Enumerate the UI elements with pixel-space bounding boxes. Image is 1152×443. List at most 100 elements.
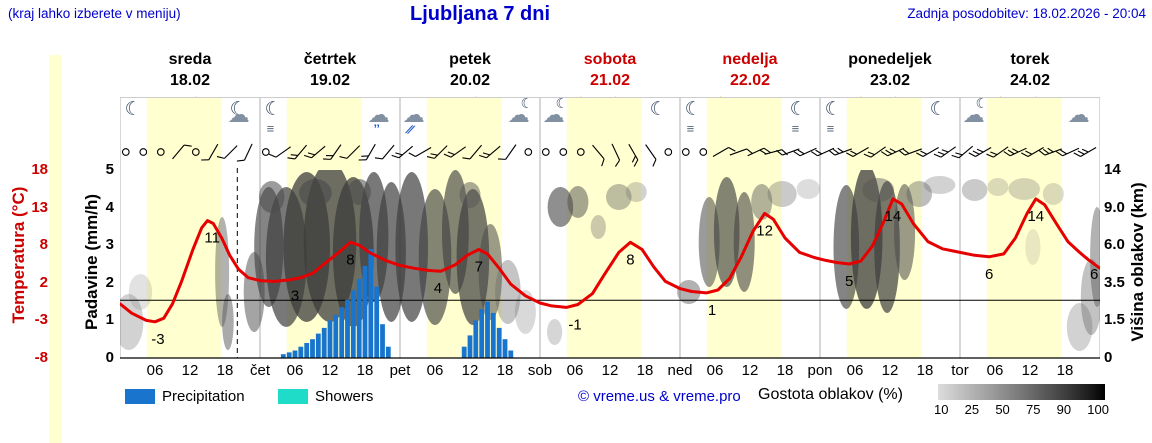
cloud-height-tick: 1.5 bbox=[1104, 311, 1125, 329]
weather-icon-cloud-drizzle: ☁’’ bbox=[367, 102, 390, 136]
showers-swatch bbox=[278, 389, 308, 404]
wind-barb-icon bbox=[916, 147, 939, 157]
temperature-curve bbox=[120, 197, 1100, 324]
wind-barb-icon bbox=[898, 148, 922, 156]
weather-icon-moon-fog: ☾ ≡ bbox=[684, 99, 702, 136]
wind-calm-icon bbox=[191, 148, 200, 156]
cloud-density-title: Gostota oblakov (%) bbox=[758, 386, 903, 403]
weather-icon-cloud-moon: ☾ ☁ bbox=[962, 95, 989, 127]
x-label-hour: 18 bbox=[496, 362, 514, 379]
cloud-scale-value: 25 bbox=[964, 402, 980, 417]
weather-icon-cloud-moon: ☾ ☁ bbox=[507, 95, 534, 127]
wind-barb-icon bbox=[846, 147, 869, 157]
temperature-tick: 18 bbox=[31, 161, 48, 178]
wind-barb-icon bbox=[303, 145, 326, 159]
x-label-hour: 12 bbox=[1021, 362, 1039, 379]
svg-text:8: 8 bbox=[346, 251, 354, 268]
x-label-day: ned bbox=[667, 362, 693, 379]
wind-barb-icon bbox=[462, 144, 483, 160]
wind-barb-icon bbox=[776, 148, 800, 156]
x-label-hour: 12 bbox=[741, 362, 759, 379]
wind-calm-icon bbox=[699, 148, 708, 156]
wind-barb-icon bbox=[358, 143, 376, 161]
svg-text:14: 14 bbox=[885, 208, 902, 225]
cloud-density-scale-labels: 10 25 50 75 90 100 bbox=[934, 402, 1109, 417]
temperature-tick: -3 bbox=[34, 311, 48, 329]
wind-barb-icon bbox=[201, 143, 219, 161]
wind-barb-icon bbox=[216, 145, 238, 159]
wind-barb-icon bbox=[1055, 147, 1080, 157]
wind-barb-icon bbox=[1038, 147, 1062, 156]
day-header-petek: petek 20.02 bbox=[449, 51, 491, 89]
x-label-hour: 06 bbox=[146, 362, 164, 379]
wind-barb-icon bbox=[863, 146, 886, 158]
x-label-hour: 18 bbox=[216, 362, 234, 379]
x-label-day: pet bbox=[389, 362, 411, 379]
wind-barb-icon bbox=[729, 148, 754, 156]
cloud-height-tick: 6.0 bbox=[1104, 236, 1125, 254]
precipitation-legend-label: Precipitation bbox=[162, 388, 245, 405]
wind-barb-icon bbox=[986, 146, 1009, 158]
wind-barb-icon bbox=[236, 143, 253, 162]
weather-icon-cloud-rain: ☁⁄⁄ bbox=[402, 102, 425, 138]
weather-icon-moon: ☾ bbox=[649, 99, 667, 120]
svg-text:8: 8 bbox=[626, 251, 634, 268]
svg-text:6: 6 bbox=[985, 266, 993, 283]
wind-barb-icon bbox=[880, 147, 905, 157]
weather-icon-moon: ☾ bbox=[124, 99, 142, 120]
temperature-tick: 13 bbox=[31, 198, 48, 216]
weather-icon-cloud: ☁ bbox=[1067, 102, 1090, 127]
wind-barb-icon bbox=[408, 147, 432, 157]
wind-barb-icon bbox=[592, 144, 605, 167]
x-label-hour: 06 bbox=[566, 362, 584, 379]
wind-barb-icon bbox=[951, 145, 974, 159]
x-label-day: tor bbox=[951, 362, 969, 379]
wind-barb-icon bbox=[828, 147, 852, 156]
precipitation-tick: 0 bbox=[105, 349, 114, 366]
showers-legend-label: Showers bbox=[315, 388, 374, 405]
wind-calm-icon bbox=[541, 148, 550, 156]
menu-hint: (kraj lahko izberete v meniju) bbox=[8, 6, 181, 21]
day-header-nedelja: nedelja 22.02 bbox=[722, 51, 778, 89]
wind-barb-icon bbox=[497, 144, 517, 160]
wind-barb-icon bbox=[645, 144, 657, 167]
wind-barb-icon bbox=[374, 144, 395, 160]
credit-link[interactable]: © vreme.us & vreme.pro bbox=[578, 388, 741, 405]
day-header-sobota: sobota 21.02 bbox=[583, 51, 637, 89]
x-label-hour: 06 bbox=[286, 362, 304, 379]
wind-barb-icon bbox=[628, 143, 639, 167]
x-label-hour: 06 bbox=[986, 362, 1004, 379]
day-header-torek: torek 24.02 bbox=[1009, 51, 1051, 89]
cloud-layer bbox=[120, 170, 1100, 351]
wind-barb-icon bbox=[443, 146, 466, 158]
cloud-height-tick: 9.0 bbox=[1104, 198, 1125, 216]
cloud-scale-value: 10 bbox=[934, 402, 949, 417]
cloud-density-gradient bbox=[938, 384, 1105, 400]
wind-calm-icon bbox=[576, 148, 585, 156]
wind-barb-icon bbox=[712, 147, 736, 157]
precipitation-tick: 4 bbox=[105, 198, 114, 216]
precipitation-tick: 3 bbox=[105, 236, 114, 254]
svg-text:14: 14 bbox=[1027, 208, 1044, 225]
weather-icon-moon-fog: ☾ ≡ bbox=[789, 99, 807, 136]
weather-icon-moon-fog: ☾ ≡ bbox=[264, 99, 282, 136]
wind-calm-icon bbox=[559, 148, 568, 156]
weather-icon-moon: ☾ bbox=[929, 99, 947, 120]
wind-barb-icon bbox=[1073, 147, 1097, 157]
precipitation-tick: 5 bbox=[105, 161, 114, 178]
x-label-hour: 12 bbox=[461, 362, 479, 379]
day-header-sreda: sreda 18.02 bbox=[168, 51, 212, 89]
wind-barb-icon bbox=[339, 145, 361, 159]
wind-calm-icon bbox=[121, 148, 130, 156]
cloud-scale-value: 75 bbox=[1025, 402, 1041, 417]
svg-text:1: 1 bbox=[708, 302, 716, 319]
wind-calm-icon bbox=[139, 148, 148, 156]
svg-text:5: 5 bbox=[845, 273, 853, 290]
svg-text:11: 11 bbox=[204, 230, 220, 247]
x-label-hour: 06 bbox=[706, 362, 724, 379]
wind-barb-icon bbox=[391, 145, 414, 159]
svg-text:3: 3 bbox=[291, 288, 299, 305]
x-label-hour: 06 bbox=[426, 362, 444, 379]
wind-barb-icon bbox=[172, 144, 192, 160]
